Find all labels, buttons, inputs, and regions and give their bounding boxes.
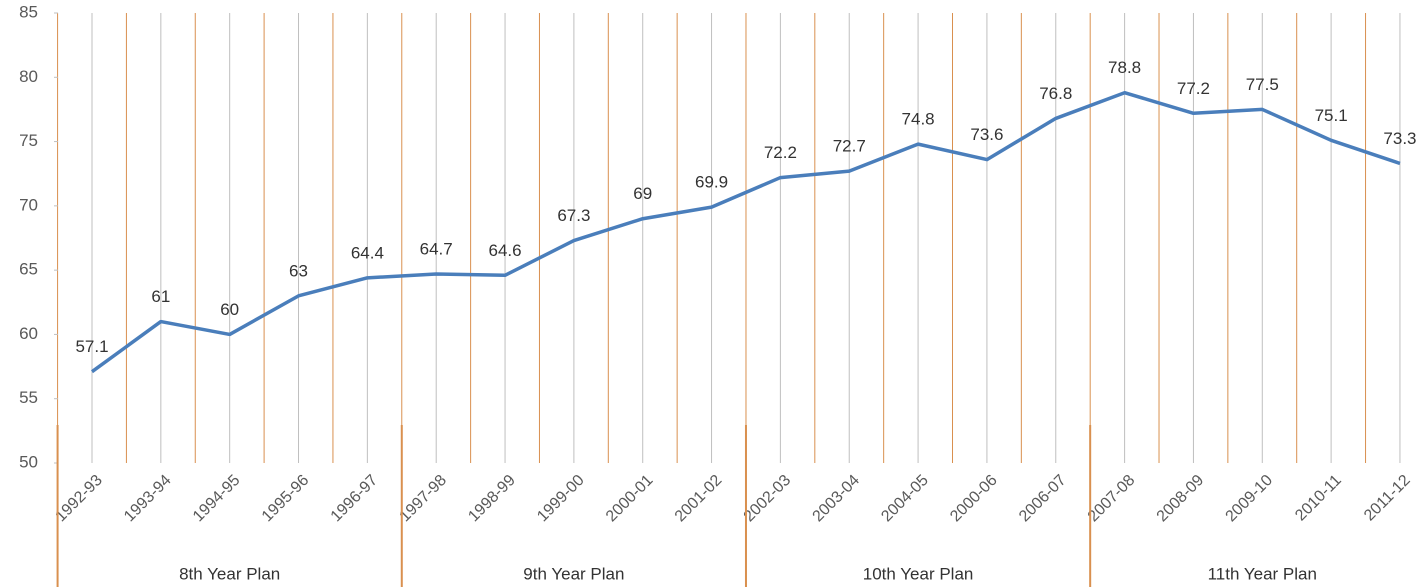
y-tick-label: 75	[19, 131, 38, 150]
data-label: 72.2	[764, 143, 797, 162]
x-tick-label: 1993-94	[121, 472, 175, 526]
data-label: 75.1	[1315, 106, 1348, 125]
x-tick-label: 2008-09	[1154, 472, 1208, 526]
data-label: 67.3	[557, 206, 590, 225]
data-label: 77.5	[1246, 75, 1279, 94]
data-label: 73.3	[1383, 129, 1416, 148]
data-label: 64.7	[420, 239, 453, 258]
data-label: 69	[633, 184, 652, 203]
x-tick-label: 2007-08	[1085, 472, 1139, 526]
data-label: 69.9	[695, 173, 728, 192]
y-tick-label: 85	[19, 2, 38, 21]
data-label: 74.8	[902, 110, 935, 129]
y-tick-label: 55	[19, 388, 38, 407]
data-label: 64.6	[488, 241, 521, 260]
x-tick-label: 2006-07	[1016, 472, 1070, 526]
x-tick-label: 1994-95	[190, 472, 244, 526]
plan-label: 11th Year Plan	[1208, 564, 1317, 583]
x-tick-label: 1998-99	[465, 472, 519, 526]
x-tick-label: 1996-97	[328, 472, 382, 526]
data-label: 76.8	[1039, 84, 1072, 103]
data-label: 57.1	[75, 337, 108, 356]
data-label: 61	[151, 287, 170, 306]
x-tick-label: 2010-11	[1292, 472, 1345, 525]
x-tick-label: 2002-03	[741, 472, 795, 526]
x-tick-label: 1999-00	[534, 472, 588, 526]
x-tick-label: 1995-96	[259, 472, 313, 526]
y-tick-label: 65	[19, 260, 38, 279]
data-label: 78.8	[1108, 58, 1141, 77]
x-tick-label: 1997-98	[396, 472, 450, 526]
plan-label: 9th Year Plan	[523, 564, 624, 583]
data-label: 63	[289, 261, 308, 280]
x-tick-label: 2001-02	[672, 472, 726, 526]
data-label: 60	[220, 300, 239, 319]
x-tick-label: 2004-05	[878, 472, 932, 526]
x-tick-label: 2003-04	[810, 472, 864, 526]
y-tick-label: 80	[19, 67, 38, 86]
x-tick-label: 2009-10	[1223, 472, 1277, 526]
data-label: 64.4	[351, 243, 384, 262]
y-tick-label: 50	[19, 452, 38, 471]
plan-label: 10th Year Plan	[863, 564, 974, 583]
plan-label: 8th Year Plan	[179, 564, 280, 583]
y-tick-label: 60	[19, 324, 38, 343]
data-label: 77.2	[1177, 79, 1210, 98]
y-tick-label: 70	[19, 195, 38, 214]
x-tick-label: 2011-12	[1361, 472, 1414, 525]
x-tick-label: 1992-93	[52, 472, 106, 526]
line-series	[90, 90, 1401, 374]
data-label: 73.6	[970, 125, 1003, 144]
data-label: 72.7	[833, 137, 866, 156]
x-tick-label: 2000-01	[603, 472, 657, 526]
x-tick-label: 2000-06	[947, 472, 1001, 526]
